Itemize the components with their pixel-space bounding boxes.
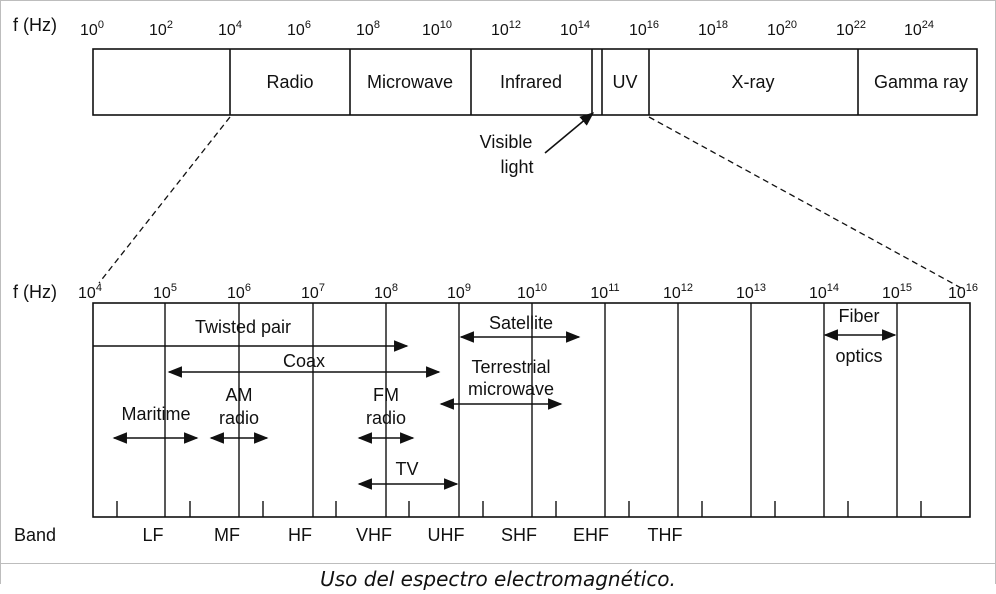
bottom-tick-label: 108	[374, 282, 398, 302]
band-uv: UV	[612, 72, 637, 92]
band-gamma: Gamma ray	[874, 72, 968, 92]
band-axis-label: Band	[14, 525, 56, 545]
band-name: EHF	[573, 525, 609, 545]
top-tick-label: 100	[80, 19, 104, 39]
bottom-tick-label: 106	[227, 282, 251, 302]
zoom-line-right	[648, 116, 964, 290]
terrestrial-microwave-label: microwave	[468, 379, 554, 399]
twisted-pair-label: Twisted pair	[195, 317, 291, 337]
bottom-axis-label: f (Hz)	[13, 282, 57, 302]
bottom-tick-label: 1014	[809, 282, 839, 302]
top-tick-label: 1016	[629, 19, 659, 39]
tv-label: TV	[395, 459, 418, 479]
band-name: SHF	[501, 525, 537, 545]
bottom-tick-label: 1016	[948, 282, 978, 302]
band-radio: Radio	[266, 72, 313, 92]
terrestrial-microwave-label: Terrestrial	[471, 357, 550, 377]
band-name: THF	[648, 525, 683, 545]
fiber-optics-label: optics	[835, 346, 882, 366]
top-tick-label: 1018	[698, 19, 728, 39]
bottom-tick-label: 109	[447, 282, 471, 302]
bottom-tick-label: 107	[301, 282, 325, 302]
visible-light-label: light	[500, 157, 533, 177]
spectrum-diagram: f (Hz) 100 102 104 106 108 1010 1012 1014 1016 10…	[13, 15, 978, 545]
top-tick-label: 1014	[560, 19, 590, 39]
band-name: VHF	[356, 525, 392, 545]
top-tick-label: 1010	[422, 19, 452, 39]
band-microwave: Microwave	[367, 72, 453, 92]
band-name: LF	[142, 525, 163, 545]
top-tick-label: 108	[356, 19, 380, 39]
top-tick-labels: 100 102 104 106 108 1010 1012 1014 1016 1018 1020 1…	[80, 19, 934, 39]
top-tick-label: 104	[218, 19, 242, 39]
top-axis-label: f (Hz)	[13, 15, 57, 35]
bottom-tick-label: 104	[78, 282, 102, 302]
band-xray: X-ray	[731, 72, 774, 92]
fm-radio-label: radio	[366, 408, 406, 428]
band-name: HF	[288, 525, 312, 545]
zoom-line-left	[98, 116, 231, 284]
bottom-tick-labels: 104 105 106 107 108 109 1010 1011 1012 1013 1014 10…	[78, 282, 978, 302]
bottom-tick-label: 1012	[663, 282, 693, 302]
bottom-tick-label: 1013	[736, 282, 766, 302]
am-radio-label: AM	[226, 385, 253, 405]
figure-caption: Uso del espectro electromagnético.	[1, 563, 995, 591]
fm-radio-label: FM	[373, 385, 399, 405]
bottom-tick-label: 1015	[882, 282, 912, 302]
fiber-optics-label: Fiber	[838, 306, 879, 326]
band-name: MF	[214, 525, 240, 545]
bottom-tick-label: 105	[153, 282, 177, 302]
maritime-label: Maritime	[121, 404, 190, 424]
top-tick-label: 1020	[767, 19, 797, 39]
satellite-label: Satellite	[489, 313, 553, 333]
band-ticks	[116, 501, 922, 517]
bottom-tick-label: 1011	[590, 282, 619, 302]
top-tick-label: 1024	[904, 19, 934, 39]
band-names: LF MF HF VHF UHF SHF EHF THF	[142, 525, 682, 545]
visible-light-arrow	[544, 112, 595, 154]
coax-label: Coax	[283, 351, 325, 371]
top-tick-label: 1012	[491, 19, 521, 39]
top-spectrum-bar	[92, 48, 978, 116]
top-tick-label: 102	[149, 19, 173, 39]
top-tick-label: 106	[287, 19, 311, 39]
bottom-tick-label: 1010	[517, 282, 547, 302]
band-infrared: Infrared	[500, 72, 562, 92]
band-name: UHF	[428, 525, 465, 545]
am-radio-label: radio	[219, 408, 259, 428]
visible-light-label: Visible	[480, 132, 533, 152]
top-tick-label: 1022	[836, 19, 866, 39]
